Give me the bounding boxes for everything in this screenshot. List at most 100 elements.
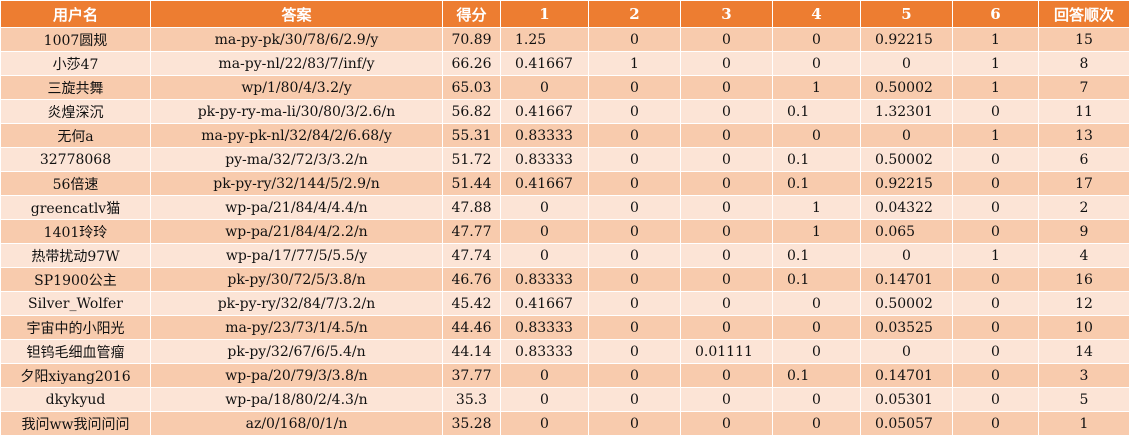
cell-q6: 0 xyxy=(953,388,1039,412)
cell-q4: 0.1 xyxy=(773,364,861,388)
cell-answer-order: 16 xyxy=(1039,268,1129,292)
cell-q1: 1.25 xyxy=(501,28,589,52)
cell-q4: 1 xyxy=(773,196,861,220)
cell-q1: 0.83333 xyxy=(501,316,589,340)
cell-q3: 0 xyxy=(681,268,773,292)
cell-answer-order: 7 xyxy=(1039,76,1129,100)
cell-q6: 0 xyxy=(953,364,1039,388)
cell-answer-order: 10 xyxy=(1039,316,1129,340)
cell-username: 夕阳xiyang2016 xyxy=(1,364,151,388)
header-q3: 3 xyxy=(681,1,773,28)
cell-answer-order: 14 xyxy=(1039,340,1129,364)
cell-answer: wp-pa/18/80/2/4.3/n xyxy=(151,388,443,412)
cell-username: 热带扰动97W xyxy=(1,244,151,268)
cell-q6: 0 xyxy=(953,172,1039,196)
cell-q3: 0 xyxy=(681,292,773,316)
cell-q3: 0 xyxy=(681,148,773,172)
cell-q6: 0 xyxy=(953,196,1039,220)
cell-q1: 0.41667 xyxy=(501,52,589,76)
header-q5: 5 xyxy=(861,1,953,28)
cell-answer-order: 9 xyxy=(1039,220,1129,244)
cell-username: SP1900公主 xyxy=(1,268,151,292)
cell-q3: 0 xyxy=(681,52,773,76)
cell-q4: 0.1 xyxy=(773,172,861,196)
cell-answer-order: 4 xyxy=(1039,244,1129,268)
cell-q5: 0.05301 xyxy=(861,388,953,412)
cell-answer-order: 3 xyxy=(1039,364,1129,388)
cell-q6: 0 xyxy=(953,100,1039,124)
cell-q5: 0 xyxy=(861,340,953,364)
cell-q4: 0.1 xyxy=(773,268,861,292)
cell-q4: 0.1 xyxy=(773,244,861,268)
cell-q6: 1 xyxy=(953,28,1039,52)
cell-q3: 0 xyxy=(681,220,773,244)
cell-q6: 0 xyxy=(953,292,1039,316)
cell-score: 51.44 xyxy=(443,172,501,196)
cell-username: 1007圆规 xyxy=(1,28,151,52)
cell-q6: 0 xyxy=(953,340,1039,364)
cell-q1: 0 xyxy=(501,196,589,220)
cell-q6: 0 xyxy=(953,412,1039,436)
cell-username: Silver_Wolfer xyxy=(1,292,151,316)
cell-q3: 0.01111 xyxy=(681,340,773,364)
cell-answer: wp-pa/21/84/4/2.2/n xyxy=(151,220,443,244)
cell-q1: 0.83333 xyxy=(501,124,589,148)
cell-q3: 0 xyxy=(681,28,773,52)
cell-q5: 0 xyxy=(861,52,953,76)
cell-q4: 0.1 xyxy=(773,148,861,172)
cell-score: 46.76 xyxy=(443,268,501,292)
cell-q5: 0.065 xyxy=(861,220,953,244)
cell-q2: 0 xyxy=(589,388,681,412)
cell-username: 32778068 xyxy=(1,148,151,172)
cell-q3: 0 xyxy=(681,172,773,196)
cell-score: 55.31 xyxy=(443,124,501,148)
cell-q6: 0 xyxy=(953,220,1039,244)
cell-score: 45.42 xyxy=(443,292,501,316)
cell-username: 56倍速 xyxy=(1,172,151,196)
cell-q3: 0 xyxy=(681,100,773,124)
cell-q4: 0 xyxy=(773,124,861,148)
cell-score: 70.89 xyxy=(443,28,501,52)
cell-q2: 0 xyxy=(589,364,681,388)
cell-answer-order: 8 xyxy=(1039,52,1129,76)
cell-q1: 0 xyxy=(501,388,589,412)
cell-q4: 0 xyxy=(773,340,861,364)
cell-q4: 0 xyxy=(773,412,861,436)
cell-answer-order: 6 xyxy=(1039,148,1129,172)
cell-username: 1401玲玲 xyxy=(1,220,151,244)
cell-answer: ma-py-pk/30/78/6/2.9/y xyxy=(151,28,443,52)
cell-q2: 0 xyxy=(589,412,681,436)
cell-q5: 0.03525 xyxy=(861,316,953,340)
cell-q3: 0 xyxy=(681,364,773,388)
cell-q4: 0 xyxy=(773,292,861,316)
cell-q1: 0 xyxy=(501,364,589,388)
cell-q4: 0 xyxy=(773,28,861,52)
cell-q3: 0 xyxy=(681,244,773,268)
cell-answer: py-ma/32/72/3/3.2/n xyxy=(151,148,443,172)
cell-q5: 0.14701 xyxy=(861,268,953,292)
cell-q2: 0 xyxy=(589,292,681,316)
cell-score: 51.72 xyxy=(443,148,501,172)
cell-q1: 0 xyxy=(501,220,589,244)
cell-q1: 0.41667 xyxy=(501,100,589,124)
cell-q1: 0.41667 xyxy=(501,172,589,196)
cell-q5: 0 xyxy=(861,124,953,148)
cell-q5: 0.04322 xyxy=(861,196,953,220)
cell-score: 35.3 xyxy=(443,388,501,412)
cell-q2: 0 xyxy=(589,340,681,364)
cell-q1: 0.41667 xyxy=(501,292,589,316)
cell-q6: 0 xyxy=(953,268,1039,292)
cell-answer: pk-py/30/72/5/3.8/n xyxy=(151,268,443,292)
cell-answer: wp-pa/21/84/4/4.4/n xyxy=(151,196,443,220)
cell-q2: 0 xyxy=(589,196,681,220)
